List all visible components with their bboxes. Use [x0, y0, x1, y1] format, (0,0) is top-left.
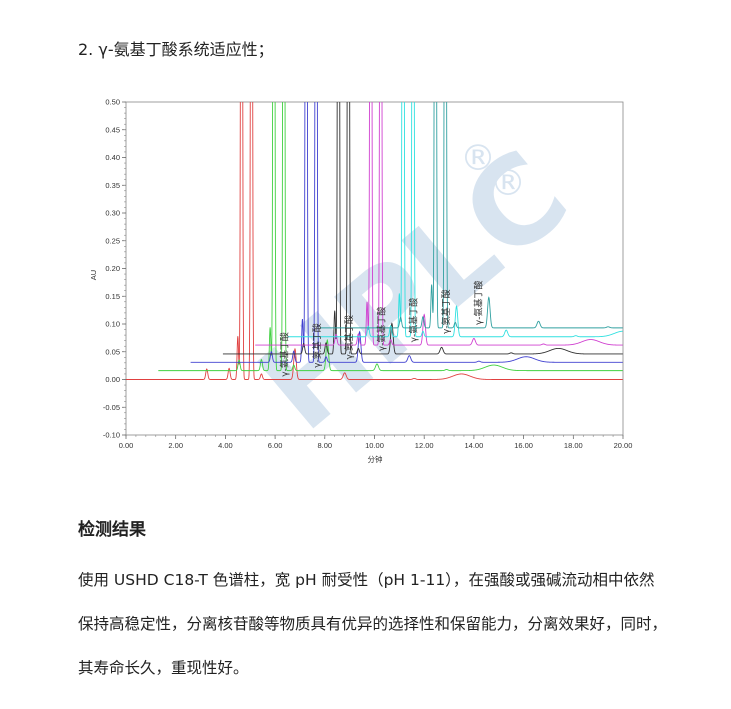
series-line-4: [222, 102, 623, 355]
svg-text:HPLC: HPLC: [234, 124, 594, 457]
x-tick-label: 2.00: [168, 441, 183, 450]
results-paragraph: 使用 USHD C18-T 色谱柱，宽 pH 耐受性（pH 1-11），在强酸或…: [78, 571, 668, 677]
x-tick-label: 10.00: [365, 441, 384, 450]
peak-label: γ-氨基丁酸: [440, 289, 452, 334]
y-tick-label: 0.15: [105, 292, 120, 301]
svg-text:®: ®: [490, 163, 526, 204]
x-tick-label: 4.00: [218, 441, 233, 450]
x-tick-label: 0.00: [119, 441, 134, 450]
y-tick-label: 0.35: [105, 181, 120, 190]
svg-text:®: ®: [460, 138, 496, 179]
section-heading: 2. γ-氨基丁酸系统适应性；: [78, 40, 274, 59]
y-axis-label: AU: [89, 270, 98, 280]
x-tick-label: 20.00: [614, 441, 633, 450]
y-tick-label: 0.50: [105, 98, 120, 107]
results-heading: 检测结果: [78, 520, 146, 540]
y-tick-label: 0.25: [105, 236, 120, 245]
x-tick-label: 16.00: [514, 441, 533, 450]
y-tick-label: -0.05: [103, 403, 120, 412]
x-tick-label: 8.00: [317, 441, 332, 450]
peak-label: γ-氨基丁酸: [343, 315, 355, 360]
y-tick-label: 0.00: [105, 375, 120, 384]
peak-label: γ-氨基丁酸: [375, 307, 387, 352]
peak-label: γ-氨基丁酸: [472, 281, 484, 326]
y-tick-label: 0.30: [105, 209, 120, 218]
x-tick-label: 6.00: [268, 441, 283, 450]
series-line-6: [287, 102, 623, 338]
y-tick-label: 0.10: [105, 320, 120, 329]
series-line-3: [190, 102, 623, 363]
watermark-logo: HPLC ® ®: [234, 124, 594, 457]
y-tick-label: 0.20: [105, 264, 120, 273]
y-tick-label: -0.10: [103, 431, 120, 440]
series-line-2: [158, 102, 623, 372]
x-tick-label: 14.00: [465, 441, 484, 450]
series-line-7: [319, 102, 623, 329]
x-tick-label: 12.00: [415, 441, 434, 450]
y-tick-label: 0.40: [105, 153, 120, 162]
series-line-1: [126, 102, 623, 380]
y-tick-label: 0.45: [105, 125, 120, 134]
chromatogram-chart: HPLC ® ® 0.50 0.45 0.40 0.35 0.30 0.25 0.20 0.1…: [89, 98, 633, 465]
y-tick-label: 0.05: [105, 347, 120, 356]
x-tick-label: 18.00: [564, 441, 583, 450]
x-axis-label: 分钟: [368, 454, 383, 464]
peak-label: γ-氨基丁酸: [279, 332, 291, 377]
series-line-5: [255, 102, 623, 346]
peak-label: γ-氨基丁酸: [408, 298, 420, 343]
peak-label: γ-氨基丁酸: [311, 323, 323, 368]
